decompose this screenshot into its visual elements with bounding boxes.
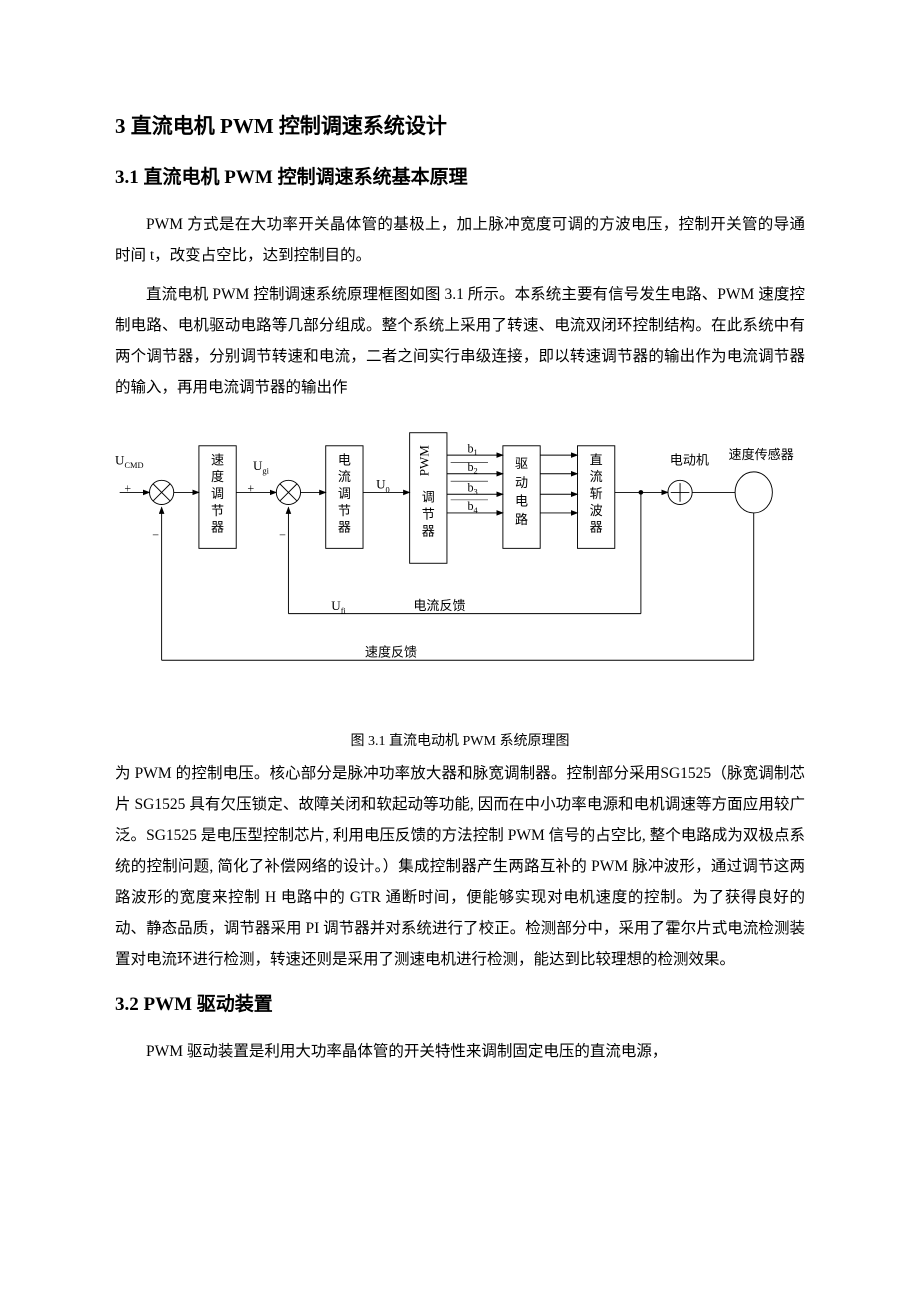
label-chopper: 直流斩波器: [590, 452, 603, 534]
label-ucmd: UCMD: [115, 452, 144, 470]
label-pwm-reg: 调节器: [422, 490, 435, 539]
label-current-fb: 电流反馈: [413, 598, 465, 613]
minus-1: −: [152, 528, 159, 542]
heading-section-2: 3.2 PWM 驱动装置: [115, 989, 805, 1016]
heading-text-post: 控制调速系统基本原理: [273, 167, 468, 188]
heading-text: 3 直流电机: [115, 114, 220, 138]
label-pwm-top: PWM: [416, 445, 431, 477]
heading-text: 3.1 直流电机: [115, 167, 224, 188]
label-ugi: Ugi: [253, 458, 270, 476]
paragraph-2: 直流电机 PWM 控制调速系统原理框图如图 3.1 所示。本系统主要有信号发生电…: [115, 279, 805, 403]
heading-text: 3.2: [115, 994, 144, 1015]
label-ufi: Ufi: [331, 598, 346, 616]
figure-caption: 图 3.1 直流电动机 PWM 系统原理图: [115, 730, 805, 750]
heading-pwm: PWM: [144, 994, 193, 1015]
label-speed-fb: 速度反馈: [365, 645, 417, 660]
block-diagram: UCMD + − 速度调节器 Ugi + −: [115, 417, 805, 722]
label-current-reg: 电流调节器: [338, 452, 351, 534]
label-b1: b1: [467, 441, 477, 457]
heading-text-post: 驱动装置: [192, 994, 273, 1015]
heading-pwm: PWM: [224, 167, 273, 188]
plus-1: +: [124, 481, 131, 495]
heading-section-1: 3.1 直流电机 PWM 控制调速系统基本原理: [115, 162, 805, 189]
label-speed-reg: 速度调节器: [211, 452, 224, 534]
paragraph-1: PWM 方式是在大功率开关晶体管的基极上，加上脉冲宽度可调的方波电压，控制开关管…: [115, 209, 805, 271]
sensor: [735, 472, 772, 513]
paragraph-3: 为 PWM 的控制电压。核心部分是脉冲功率放大器和脉宽调制器。控制部分采用SG1…: [115, 758, 805, 975]
label-b4: b4: [467, 499, 478, 515]
diagram-svg: UCMD + − 速度调节器 Ugi + −: [115, 417, 805, 717]
heading-text-post: 控制调速系统设计: [274, 114, 447, 138]
label-motor: 电动机: [670, 452, 709, 467]
minus-2: −: [279, 528, 286, 542]
plus-2: +: [247, 481, 254, 495]
label-b3: b3: [467, 480, 477, 496]
paragraph-4: PWM 驱动装置是利用大功率晶体管的开关特性来调制固定电压的直流电源，: [115, 1036, 805, 1067]
heading-pwm: PWM: [220, 114, 274, 138]
label-u0: U0: [376, 477, 390, 495]
label-drive: 驱动电路: [515, 456, 528, 527]
label-sensor: 速度传感器: [729, 447, 794, 462]
heading-chapter: 3 直流电机 PWM 控制调速系统设计: [115, 110, 805, 140]
